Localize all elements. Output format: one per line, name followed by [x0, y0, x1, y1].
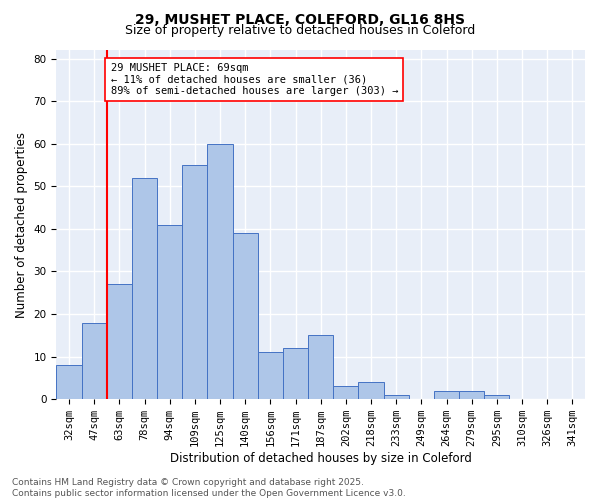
Bar [107, 284, 132, 399]
Bar [358, 382, 383, 399]
Y-axis label: Number of detached properties: Number of detached properties [15, 132, 28, 318]
Bar [233, 233, 258, 399]
Bar [208, 144, 233, 399]
Text: 29, MUSHET PLACE, COLEFORD, GL16 8HS: 29, MUSHET PLACE, COLEFORD, GL16 8HS [135, 12, 465, 26]
Text: Contains HM Land Registry data © Crown copyright and database right 2025.
Contai: Contains HM Land Registry data © Crown c… [12, 478, 406, 498]
Bar [258, 352, 283, 399]
Bar [182, 165, 208, 399]
X-axis label: Distribution of detached houses by size in Coleford: Distribution of detached houses by size … [170, 452, 472, 465]
Text: 29 MUSHET PLACE: 69sqm
← 11% of detached houses are smaller (36)
89% of semi-det: 29 MUSHET PLACE: 69sqm ← 11% of detached… [110, 63, 398, 96]
Bar [434, 390, 459, 399]
Text: Size of property relative to detached houses in Coleford: Size of property relative to detached ho… [125, 24, 475, 37]
Bar [56, 365, 82, 399]
Bar [308, 336, 333, 399]
Bar [283, 348, 308, 399]
Bar [132, 178, 157, 399]
Bar [333, 386, 358, 399]
Bar [82, 322, 107, 399]
Bar [484, 395, 509, 399]
Bar [157, 224, 182, 399]
Bar [459, 390, 484, 399]
Bar [383, 395, 409, 399]
